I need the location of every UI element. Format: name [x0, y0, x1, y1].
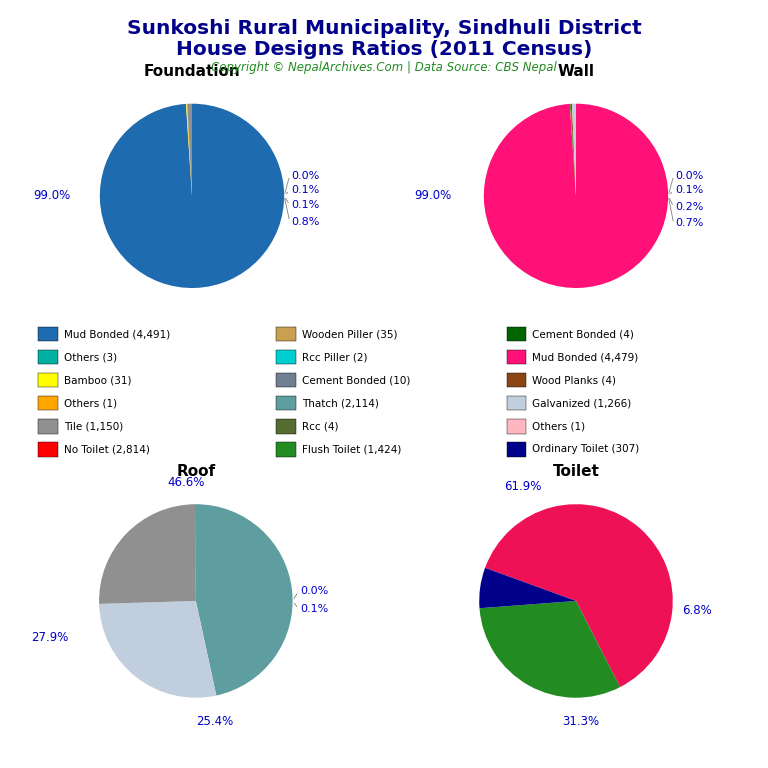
Text: 0.1%: 0.1%	[300, 604, 329, 614]
Wedge shape	[572, 104, 576, 196]
Text: 6.8%: 6.8%	[683, 604, 712, 617]
Text: 31.3%: 31.3%	[562, 716, 599, 728]
Text: No Toilet (2,814): No Toilet (2,814)	[64, 444, 150, 455]
Text: Ordinary Toilet (307): Ordinary Toilet (307)	[532, 444, 640, 455]
Wedge shape	[195, 505, 196, 601]
Text: Galvanized (1,266): Galvanized (1,266)	[532, 398, 631, 409]
Wedge shape	[187, 104, 192, 196]
Wedge shape	[485, 505, 673, 687]
Text: 0.0%: 0.0%	[676, 170, 703, 180]
Text: Mud Bonded (4,479): Mud Bonded (4,479)	[532, 352, 638, 362]
Text: 0.1%: 0.1%	[676, 185, 703, 195]
Wedge shape	[479, 601, 620, 697]
Wedge shape	[479, 568, 576, 608]
Text: Others (1): Others (1)	[64, 398, 117, 409]
Wedge shape	[484, 104, 668, 288]
Text: Wood Planks (4): Wood Planks (4)	[532, 375, 616, 386]
Text: House Designs Ratios (2011 Census): House Designs Ratios (2011 Census)	[176, 40, 592, 59]
Title: Foundation: Foundation	[144, 65, 240, 79]
Text: 0.8%: 0.8%	[292, 217, 320, 227]
Wedge shape	[187, 104, 192, 196]
Text: Mud Bonded (4,491): Mud Bonded (4,491)	[64, 329, 170, 339]
Title: Roof: Roof	[177, 464, 215, 478]
Text: 0.1%: 0.1%	[292, 200, 319, 210]
Text: Others (3): Others (3)	[64, 352, 117, 362]
Text: Wooden Piller (35): Wooden Piller (35)	[302, 329, 397, 339]
Text: 0.1%: 0.1%	[292, 185, 319, 195]
Wedge shape	[196, 504, 293, 696]
Text: Others (1): Others (1)	[532, 421, 585, 432]
Text: 0.2%: 0.2%	[676, 202, 704, 212]
Text: Rcc (4): Rcc (4)	[302, 421, 339, 432]
Text: 99.0%: 99.0%	[33, 190, 71, 202]
Text: 99.0%: 99.0%	[414, 190, 452, 202]
Text: 46.6%: 46.6%	[167, 476, 205, 489]
Text: Rcc Piller (2): Rcc Piller (2)	[302, 352, 367, 362]
Text: Flush Toilet (1,424): Flush Toilet (1,424)	[302, 444, 401, 455]
Text: 25.4%: 25.4%	[197, 716, 233, 728]
Text: 61.9%: 61.9%	[504, 480, 541, 493]
Wedge shape	[570, 104, 576, 196]
Title: Wall: Wall	[558, 65, 594, 79]
Title: Toilet: Toilet	[552, 464, 600, 478]
Text: Sunkoshi Rural Municipality, Sindhuli District: Sunkoshi Rural Municipality, Sindhuli Di…	[127, 19, 641, 38]
Text: Cement Bonded (4): Cement Bonded (4)	[532, 329, 634, 339]
Wedge shape	[100, 104, 284, 288]
Wedge shape	[186, 104, 192, 196]
Wedge shape	[99, 505, 196, 604]
Wedge shape	[99, 601, 217, 697]
Text: Tile (1,150): Tile (1,150)	[64, 421, 123, 432]
Text: 0.7%: 0.7%	[676, 218, 704, 229]
Text: 0.0%: 0.0%	[292, 170, 319, 180]
Text: Bamboo (31): Bamboo (31)	[64, 375, 131, 386]
Text: Thatch (2,114): Thatch (2,114)	[302, 398, 379, 409]
Text: Copyright © NepalArchives.Com | Data Source: CBS Nepal: Copyright © NepalArchives.Com | Data Sou…	[211, 61, 557, 74]
Text: 27.9%: 27.9%	[31, 631, 68, 644]
Text: Cement Bonded (10): Cement Bonded (10)	[302, 375, 410, 386]
Wedge shape	[571, 104, 576, 196]
Text: 0.0%: 0.0%	[300, 586, 329, 596]
Wedge shape	[186, 104, 192, 196]
Wedge shape	[570, 104, 576, 196]
